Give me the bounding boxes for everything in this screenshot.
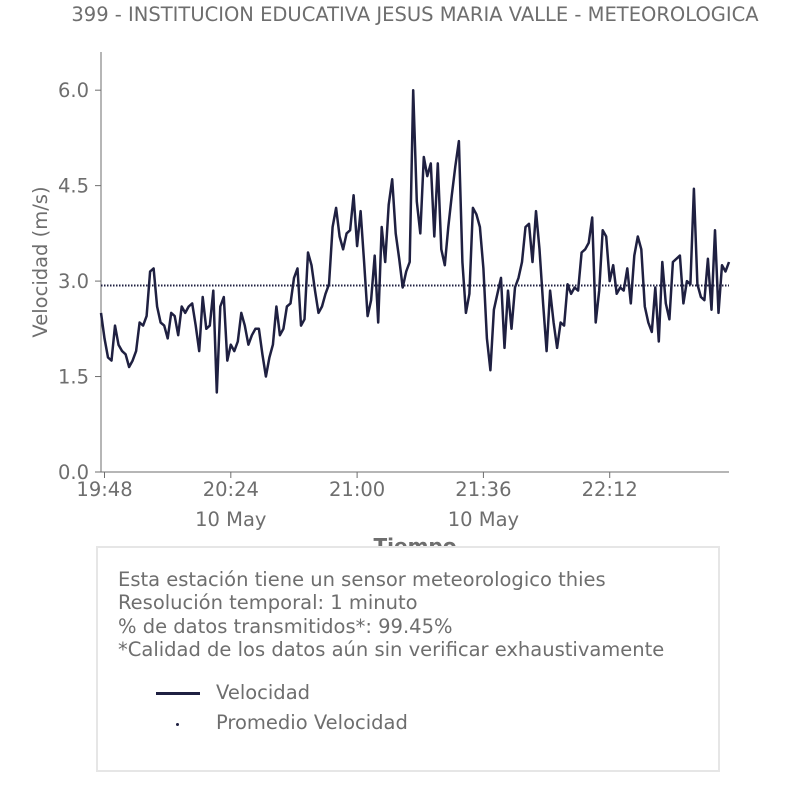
- legend-label-promedio: Promedio Velocidad: [216, 711, 408, 734]
- legend-label-velocidad: Velocidad: [216, 681, 311, 704]
- axes: [100, 52, 729, 473]
- y-tick-label: 1.5: [58, 366, 89, 389]
- station-info-text: Esta estación tiene un sensor meteorolog…: [118, 568, 664, 661]
- y-tick-label: 3.0: [58, 270, 89, 293]
- chart-title: 399 - INSTITUCION EDUCATIVA JESUS MARIA …: [71, 3, 759, 26]
- x-ticks: 19:48 20:24 10 May 21:00 21:36 10 May 22:12: [76, 472, 638, 531]
- x-tick-label: 21:00: [329, 478, 385, 501]
- y-tick-label: 6.0: [58, 79, 89, 102]
- y-tick-label: 4.5: [58, 175, 89, 198]
- legend-dot-icon: [176, 723, 179, 726]
- info-line-transmitted: % de datos transmitidos*: 99.45%: [118, 614, 453, 638]
- x-tick-label: 20:24: [203, 478, 259, 501]
- legend-solid-line-icon: [156, 692, 200, 695]
- x-tick-label: 22:12: [582, 478, 638, 501]
- info-line-quality: *Calidad de los datos aún sin verificar …: [118, 637, 665, 661]
- info-line-sensor: Esta estación tiene un sensor meteorolog…: [118, 568, 606, 591]
- velocity-chart: 399 - INSTITUCION EDUCATIVA JESUS MARIA …: [29, 3, 759, 546]
- x-axis-label: Tiempo: [374, 534, 457, 546]
- x-tick-label: 19:48: [76, 478, 132, 501]
- y-ticks: 0.0 1.5 3.0 4.5 6.0: [58, 79, 101, 484]
- station-info-box: Esta estación tiene un sensor meteorolog…: [96, 546, 720, 772]
- series-group: [99, 88, 731, 394]
- y-axis-label: Velocidad (m/s): [29, 186, 52, 337]
- velocity-series-line: [99, 88, 731, 394]
- x-tick-date-label: 10 May: [448, 508, 519, 531]
- info-line-resolution: Resolución temporal: 1 minuto: [118, 591, 418, 615]
- x-tick-date-label: 10 May: [195, 508, 266, 531]
- x-tick-label: 21:36: [455, 478, 511, 501]
- y-tick-label: 0.0: [58, 461, 89, 484]
